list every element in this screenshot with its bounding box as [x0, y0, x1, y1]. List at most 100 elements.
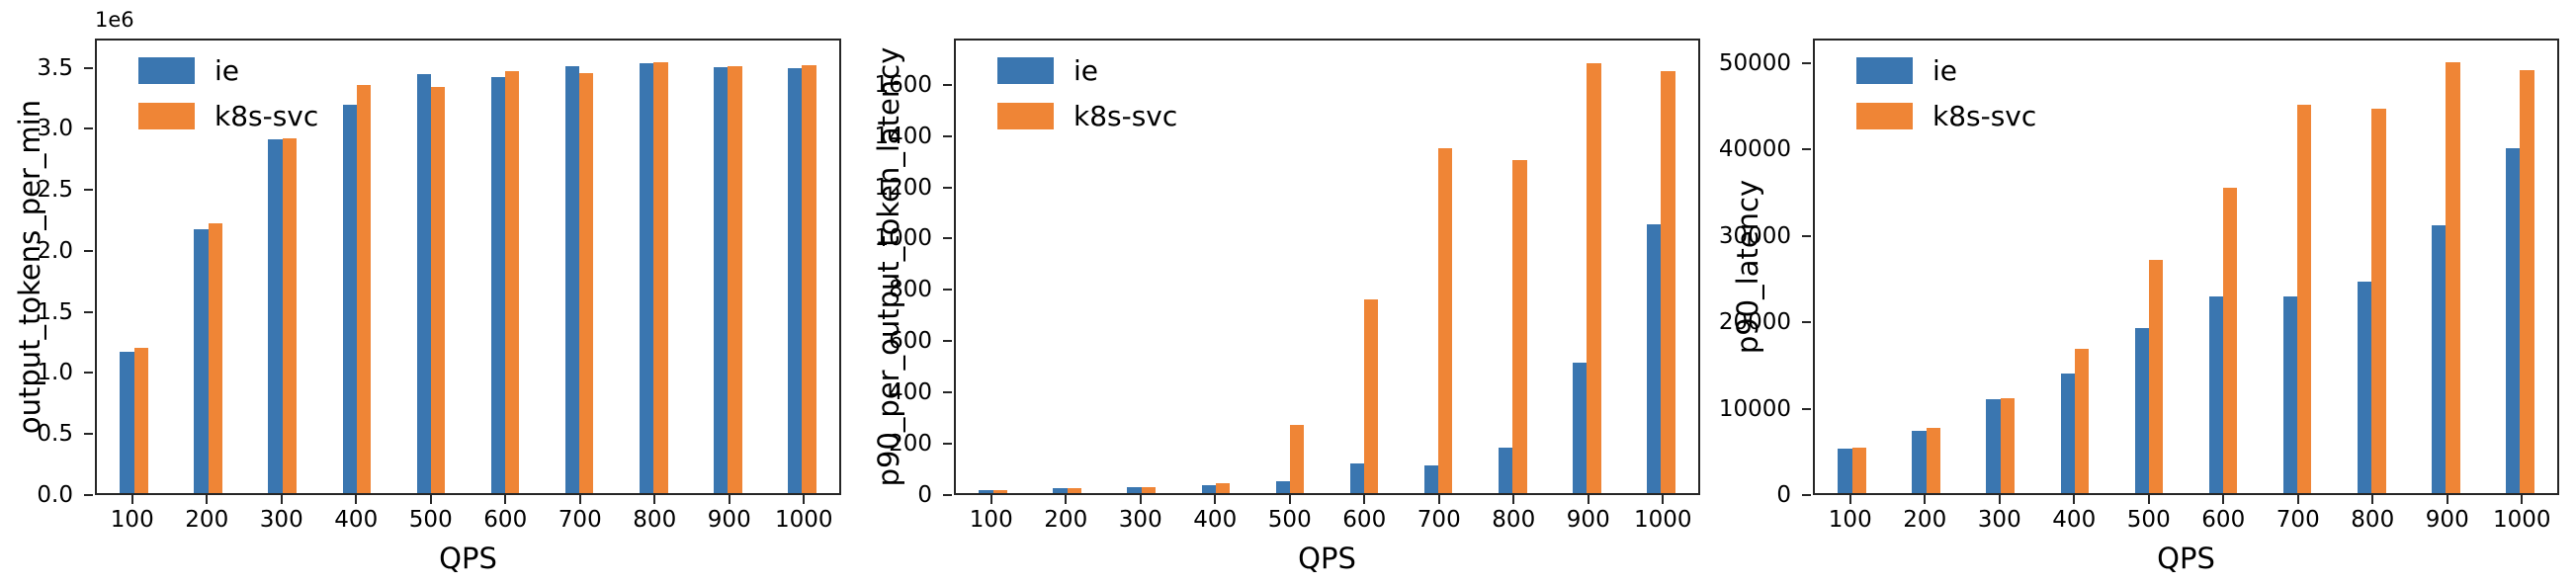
y-axis-offset-text: 1e6 [95, 8, 134, 32]
bar-k8s-svc-300 [282, 138, 298, 493]
bar-ie-1000 [2506, 148, 2521, 493]
chart-p90-latency: p90_latency 0 10000 20000 30000 40000 50000 i… [1718, 0, 2576, 585]
x-tick-label: 500 [1267, 507, 1312, 533]
legend-label: ie [1073, 54, 1099, 87]
y-tick-mark [84, 372, 93, 375]
x-tick-label: 100 [110, 507, 154, 533]
legend-patch-ie [997, 57, 1054, 84]
legend-label: ie [215, 54, 240, 87]
bar-ie-200 [1053, 488, 1068, 493]
legend-label: k8s-svc [1932, 100, 2037, 132]
bar-k8s-svc-400 [356, 85, 372, 493]
x-axis-ticks: 100 200 300 400 500 600 700 800 900 1000 [95, 495, 841, 539]
y-tick-mark [84, 66, 93, 69]
legend: ie k8s-svc [1856, 54, 2036, 132]
bar-k8s-svc-700 [2297, 105, 2312, 493]
y-tick-label: 600 [889, 328, 932, 355]
y-tick-label: 800 [889, 277, 932, 303]
bar-ie-800 [639, 63, 654, 493]
legend-patch-ie [138, 57, 195, 84]
y-tick-label: 200 [889, 431, 932, 458]
y-tick-label: 1600 [874, 71, 932, 98]
y-tick-label: 0 [1776, 482, 1791, 508]
x-tick-mark [1437, 495, 1440, 504]
plot-area: ie k8s-svc [95, 39, 841, 495]
x-tick-label: 500 [2126, 507, 2171, 533]
x-tick-mark [1065, 495, 1068, 504]
bar-ie-100 [120, 351, 134, 493]
y-tick-label: 3.0 [37, 116, 73, 142]
x-tick-mark [989, 495, 992, 504]
x-tick-label: 600 [2201, 507, 2246, 533]
x-tick-label: 1000 [2492, 507, 2551, 533]
x-tick-mark [653, 495, 656, 504]
y-tick-label: 0.5 [37, 421, 73, 448]
plot-area: ie k8s-svc [1813, 39, 2559, 495]
x-tick-label: 900 [707, 507, 751, 533]
x-tick-mark [2521, 495, 2524, 504]
bar-ie-200 [1912, 430, 1927, 493]
x-tick-label: 900 [1566, 507, 1610, 533]
y-tick-label: 20000 [1718, 309, 1791, 335]
bar-k8s-svc-500 [1289, 424, 1305, 493]
x-tick-label: 700 [1417, 507, 1461, 533]
bar-ie-400 [1201, 484, 1216, 493]
x-tick-label: 100 [969, 507, 1013, 533]
y-tick-mark [943, 237, 952, 240]
x-tick-mark [1998, 495, 2001, 504]
bar-k8s-svc-900 [728, 65, 742, 493]
bar-ie-500 [2134, 328, 2149, 493]
y-tick-mark [84, 189, 93, 192]
bar-k8s-svc-500 [2148, 260, 2164, 493]
bar-k8s-svc-200 [208, 222, 222, 493]
bar-k8s-svc-600 [505, 70, 520, 493]
bar-k8s-svc-1000 [1661, 70, 1675, 493]
bar-ie-600 [1349, 462, 1365, 493]
x-tick-label: 800 [2351, 507, 2395, 533]
x-axis-label: QPS [439, 542, 497, 575]
y-tick-mark [943, 186, 952, 189]
bar-ie-300 [1127, 486, 1142, 493]
y-tick-mark [84, 494, 93, 496]
x-tick-label: 300 [1118, 507, 1162, 533]
y-tick-mark [84, 127, 93, 130]
x-tick-mark [206, 495, 209, 504]
bar-k8s-svc-400 [1215, 483, 1231, 493]
x-tick-mark [2147, 495, 2150, 504]
y-tick-mark [84, 433, 93, 436]
x-tick-mark [130, 495, 133, 504]
bar-ie-500 [416, 74, 431, 493]
bar-k8s-svc-600 [1364, 299, 1379, 493]
bar-ie-300 [268, 139, 283, 493]
bar-k8s-svc-500 [430, 86, 446, 493]
bar-ie-100 [979, 490, 993, 493]
bar-k8s-svc-800 [1512, 159, 1527, 493]
y-tick-label: 40000 [1718, 136, 1791, 162]
chart-output-tokens-per-min: output_tokens_per_min 1e6 0.0 0.5 1.0 1.5 2.… [0, 0, 859, 585]
bar-k8s-svc-900 [1587, 63, 1601, 493]
y-tick-mark [1802, 61, 1811, 64]
y-tick-label: 1400 [874, 123, 932, 149]
y-tick-label: 30000 [1718, 222, 1791, 249]
y-tick-mark [943, 494, 952, 496]
y-tick-mark [943, 83, 952, 86]
legend-item-k8s-svc: k8s-svc [1856, 100, 2036, 132]
bar-ie-200 [194, 229, 209, 493]
bar-ie-900 [714, 66, 729, 493]
y-tick-mark [1802, 234, 1811, 237]
x-tick-label: 300 [259, 507, 303, 533]
x-tick-mark [429, 495, 432, 504]
bar-k8s-svc-400 [2074, 349, 2090, 493]
y-tick-mark [84, 249, 93, 252]
bar-ie-700 [2282, 296, 2298, 493]
x-tick-label: 500 [408, 507, 453, 533]
bar-k8s-svc-300 [1141, 486, 1157, 493]
bar-ie-1000 [1647, 224, 1662, 493]
y-tick-mark [84, 310, 93, 313]
x-tick-mark [1848, 495, 1851, 504]
legend-patch-k8s-svc [138, 103, 195, 129]
y-tick-label: 400 [889, 379, 932, 406]
y-tick-mark [943, 340, 952, 343]
x-tick-mark [1363, 495, 1366, 504]
y-tick-label: 1.5 [37, 298, 73, 325]
